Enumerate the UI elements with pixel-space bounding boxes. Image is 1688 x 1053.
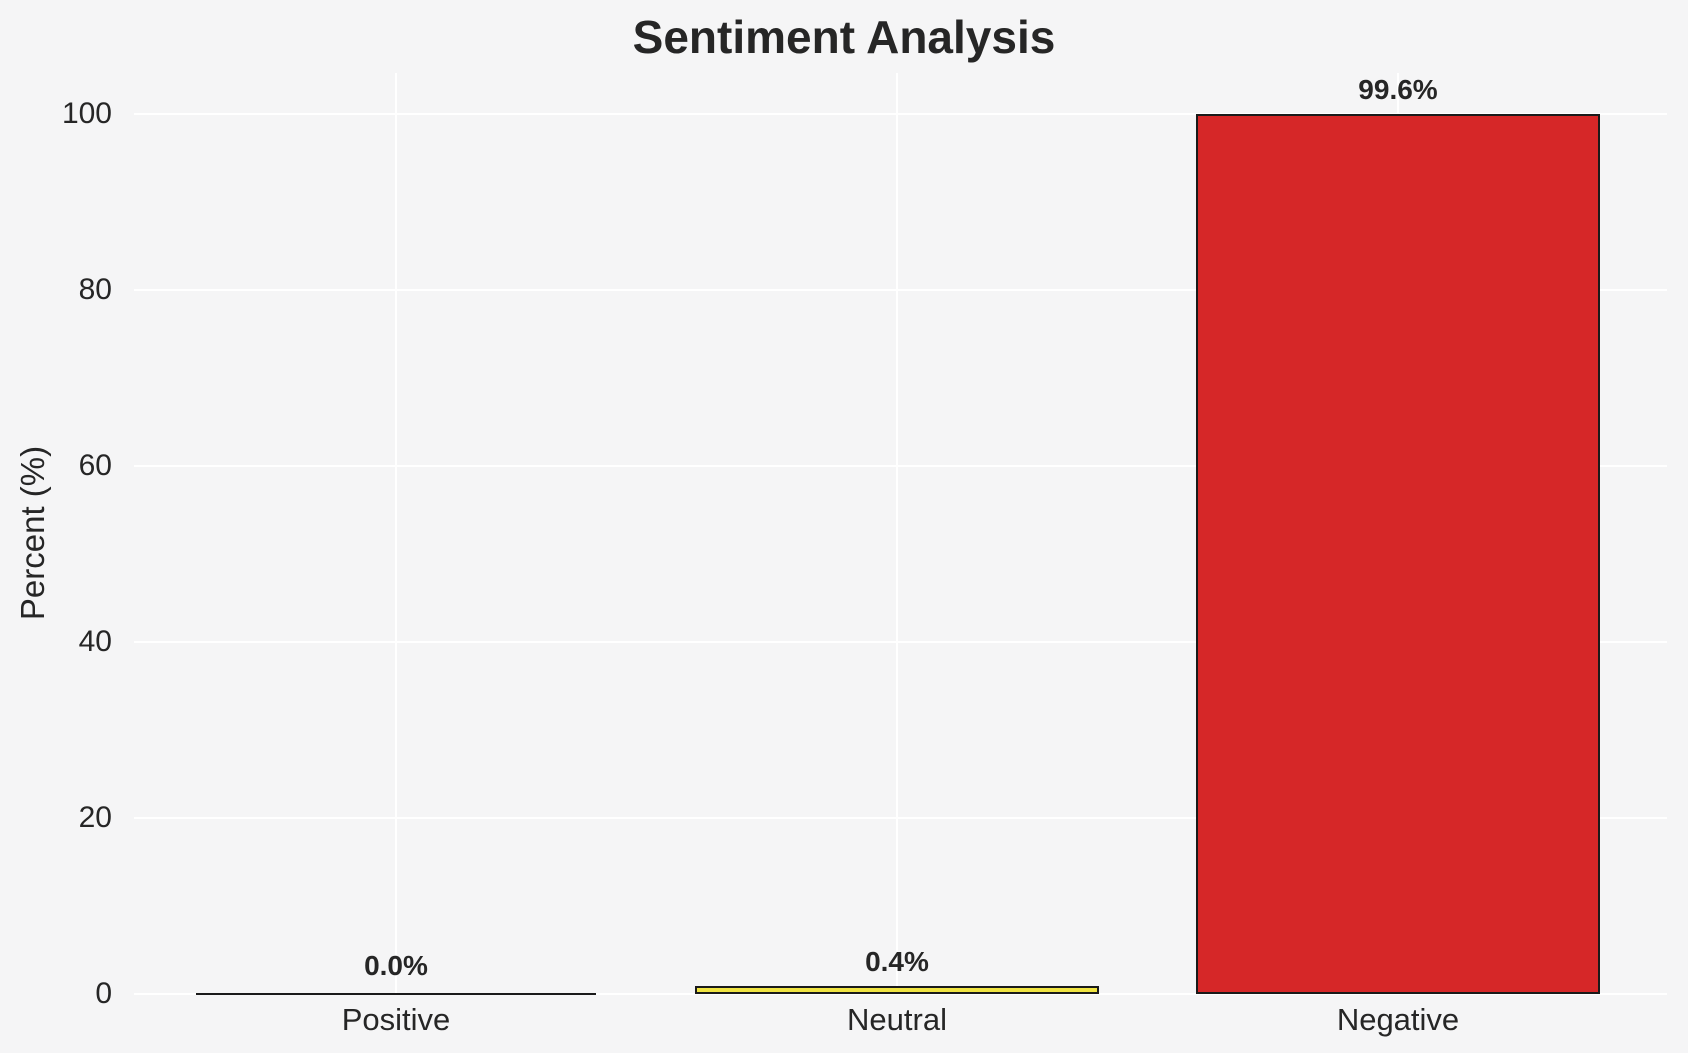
y-tick-label: 20: [78, 801, 112, 834]
bar-value-label: 99.6%: [1358, 73, 1438, 105]
bar-negative: [1196, 113, 1600, 994]
x-tick-label-negative: Negative: [1336, 1002, 1460, 1037]
y-tick-label: 40: [78, 625, 112, 658]
chart-title: Sentiment Analysis: [632, 11, 1056, 63]
y-gridline: [134, 993, 1667, 995]
y-gridline: [134, 289, 1667, 291]
y-gridline: [134, 113, 1667, 115]
x-tick-label-neutral: Neutral: [847, 1002, 947, 1037]
y-gridline: [134, 817, 1667, 819]
bar-value-label: 0.4%: [865, 946, 929, 978]
y-gridline: [134, 641, 1667, 643]
x-tick-label-positive: Positive: [341, 1002, 451, 1037]
y-tick-label: 60: [78, 449, 112, 482]
bar-value-label: 0.0%: [364, 950, 428, 981]
x-gridline: [896, 73, 898, 994]
x-gridline: [395, 73, 397, 994]
y-tick-label: 0: [95, 977, 112, 1010]
y-gridline: [134, 465, 1667, 467]
y-tick-label: 100: [61, 97, 112, 130]
bar-neutral: [695, 986, 1099, 994]
y-tick-label: 80: [78, 273, 112, 306]
bar-positive: [196, 993, 596, 995]
